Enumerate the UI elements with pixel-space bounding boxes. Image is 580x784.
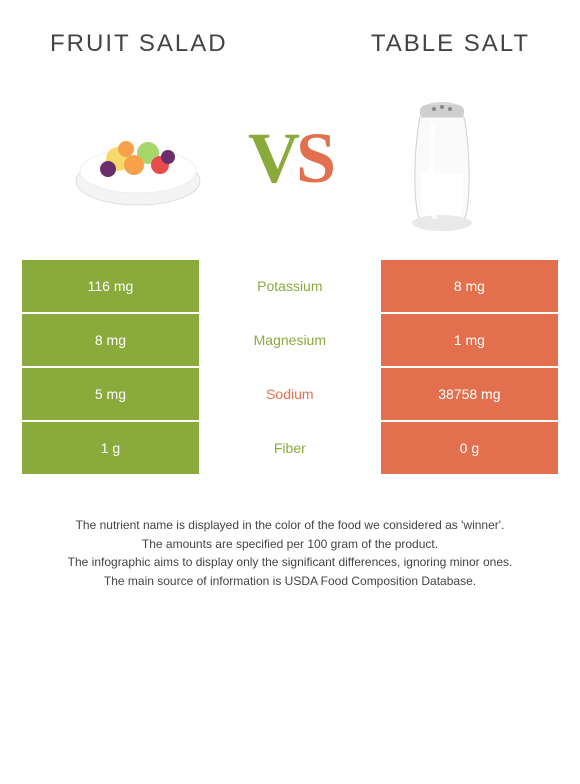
salt-shaker-icon [372, 88, 512, 228]
nutrient-table: 116 mgPotassium8 mg8 mgMagnesium1 mg5 mg… [20, 258, 560, 476]
nutrient-name-cell: Fiber [201, 422, 379, 474]
table-row: 1 gFiber0 g [22, 422, 558, 474]
footer-line-3: The infographic aims to display only the… [40, 553, 540, 572]
left-value-cell: 5 mg [22, 368, 199, 420]
right-food-title: Table salt [371, 30, 530, 58]
footer-line-4: The main source of information is USDA F… [40, 572, 540, 591]
nutrient-name-cell: Sodium [201, 368, 379, 420]
images-row: VS [0, 68, 580, 258]
left-value-cell: 1 g [22, 422, 199, 474]
left-value-cell: 8 mg [22, 314, 199, 366]
table-row: 5 mgSodium38758 mg [22, 368, 558, 420]
right-value-cell: 0 g [381, 422, 558, 474]
left-food-title: Fruit salad [50, 30, 228, 58]
nutrient-name-cell: Magnesium [201, 314, 379, 366]
fruit-salad-icon [68, 88, 208, 228]
vs-v-letter: V [248, 118, 296, 198]
left-value-cell: 116 mg [22, 260, 199, 312]
table-row: 8 mgMagnesium1 mg [22, 314, 558, 366]
nutrient-name-cell: Potassium [201, 260, 379, 312]
footer-line-1: The nutrient name is displayed in the co… [40, 516, 540, 535]
right-value-cell: 8 mg [381, 260, 558, 312]
vs-s-letter: S [296, 118, 332, 198]
table-row: 116 mgPotassium8 mg [22, 260, 558, 312]
header-row: Fruit salad Table salt [0, 0, 580, 68]
footer-notes: The nutrient name is displayed in the co… [0, 476, 580, 590]
right-value-cell: 38758 mg [381, 368, 558, 420]
vs-label: VS [248, 117, 332, 200]
right-value-cell: 1 mg [381, 314, 558, 366]
footer-line-2: The amounts are specified per 100 gram o… [40, 535, 540, 554]
